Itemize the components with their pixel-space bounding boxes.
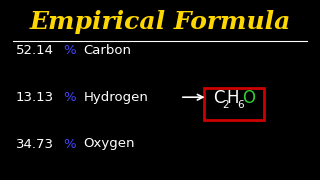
Text: H: H: [227, 89, 239, 107]
Text: Hydrogen: Hydrogen: [83, 91, 148, 104]
Text: %: %: [63, 44, 76, 57]
Text: %: %: [63, 91, 76, 104]
Text: 13.13: 13.13: [16, 91, 54, 104]
Text: 52.14: 52.14: [16, 44, 54, 57]
Text: 6: 6: [237, 100, 244, 110]
Text: %: %: [63, 138, 76, 150]
Text: C: C: [213, 89, 224, 107]
Text: 2: 2: [222, 100, 229, 110]
Text: Carbon: Carbon: [83, 44, 131, 57]
Text: Oxygen: Oxygen: [83, 138, 135, 150]
Text: O: O: [242, 89, 255, 107]
Text: 34.73: 34.73: [16, 138, 54, 150]
Text: Empirical Formula: Empirical Formula: [29, 10, 291, 34]
FancyBboxPatch shape: [204, 88, 264, 120]
